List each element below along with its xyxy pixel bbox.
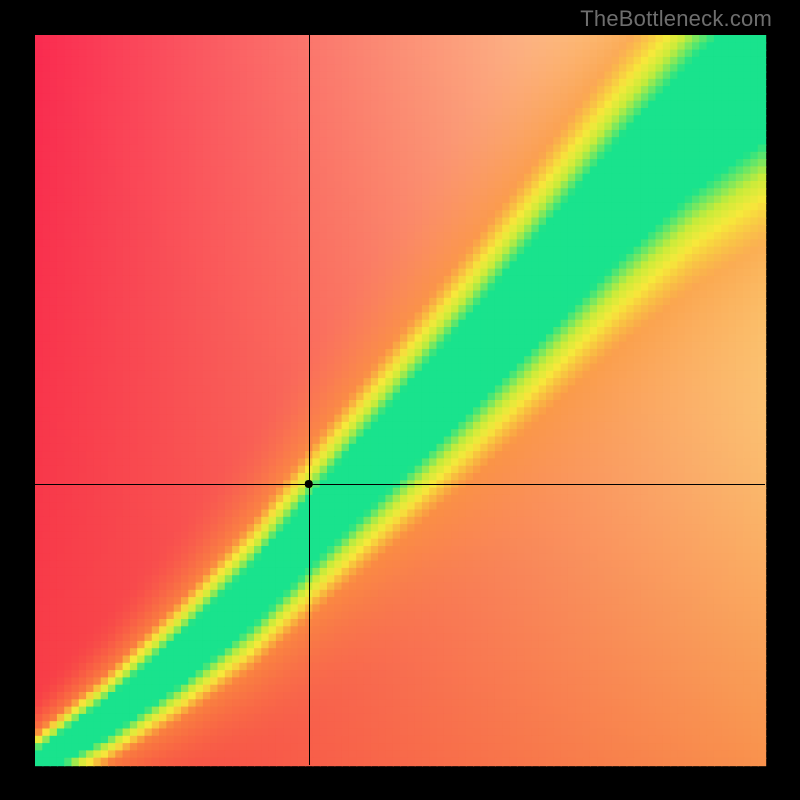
watermark: TheBottleneck.com	[580, 6, 772, 32]
bottleneck-heatmap	[0, 0, 800, 800]
